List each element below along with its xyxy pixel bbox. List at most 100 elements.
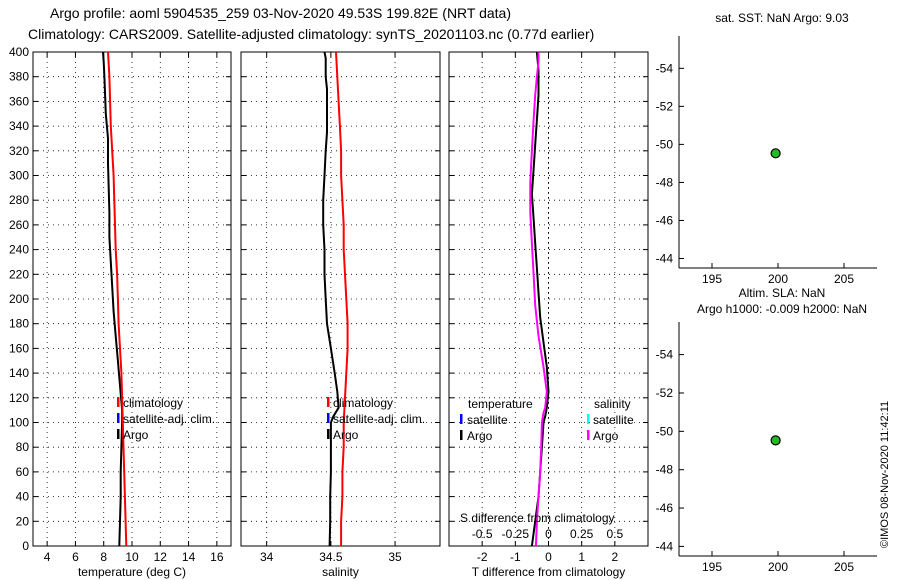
difference-xtick-label: 2 bbox=[611, 550, 618, 564]
legend-label: Argo bbox=[123, 428, 149, 442]
depth-tick-label: 280 bbox=[9, 193, 29, 207]
map_sst-title: sat. SST: NaN Argo: 9.03 bbox=[715, 11, 849, 25]
temperature-xtick-label: 8 bbox=[100, 550, 107, 564]
depth-tick-label: 300 bbox=[9, 169, 29, 183]
title-line-2: Climatology: CARS2009. Satellite-adjuste… bbox=[28, 26, 594, 42]
map_sla-ytick-label: -50 bbox=[656, 424, 674, 438]
legend-swatch bbox=[117, 429, 120, 439]
salinity-xtick-label: 34.5 bbox=[319, 550, 343, 564]
temperature-frame bbox=[32, 51, 232, 547]
map_sla-xtick-label: 195 bbox=[702, 560, 722, 574]
legend-swatch bbox=[587, 414, 590, 424]
map_sla-ytick-label: -46 bbox=[656, 501, 674, 515]
temperature-xtick-label: 4 bbox=[44, 550, 51, 564]
depth-tick-label: 320 bbox=[9, 144, 29, 158]
map_sst-ytick-label: -46 bbox=[656, 213, 674, 227]
s-xtick-label: -0.5 bbox=[472, 527, 493, 541]
s-xtick-label: 0.5 bbox=[606, 527, 623, 541]
temperature-xtick-label: 16 bbox=[210, 550, 224, 564]
temperature-xtick-label: 14 bbox=[182, 550, 196, 564]
map_sst-xtick-label: 205 bbox=[834, 272, 854, 286]
legend-label: Argo bbox=[593, 429, 619, 443]
temperature-xlabel: temperature (deg C) bbox=[78, 565, 186, 579]
map_sla-xtick-label: 200 bbox=[768, 560, 788, 574]
depth-tick-label: 380 bbox=[9, 70, 29, 84]
map_sla-title-2: Argo h1000: -0.009 h2000: NaN bbox=[697, 302, 867, 316]
depth-tick-label: 160 bbox=[9, 341, 29, 355]
salinity-xtick-label: 35 bbox=[388, 550, 402, 564]
depth-tick-label: 260 bbox=[9, 218, 29, 232]
legend-swatch bbox=[327, 397, 330, 407]
map-sst-panel: -44 -46 -48 -50 -52 -54 195 200 205 sat. SST: NaN… bbox=[656, 11, 877, 286]
legend-title-temperature: temperature bbox=[468, 397, 533, 411]
map_sla-ytick-label: -48 bbox=[656, 463, 674, 477]
map-sla-panel: -44 -46 -48 -50 -52 -54 195 200 205 Altim. SLA: N… bbox=[656, 286, 877, 574]
map_sla-xtick-label: 205 bbox=[834, 560, 854, 574]
map_sst-xtick-label: 200 bbox=[768, 272, 788, 286]
depth-tick-label: 340 bbox=[9, 119, 29, 133]
watermark: ©IMOS 08-Nov-2020 11:42:11 bbox=[879, 401, 891, 548]
difference-xtick-label: 0 bbox=[545, 550, 552, 564]
temperature-series-argo bbox=[102, 51, 124, 547]
depth-tick-label: 140 bbox=[9, 366, 29, 380]
salinity-series-argo bbox=[322, 51, 340, 547]
map_sst-argo-location-marker bbox=[770, 148, 781, 159]
salinity-series-climatology bbox=[335, 51, 349, 546]
depth-tick-label: 220 bbox=[9, 267, 29, 281]
legend-label: satellite bbox=[593, 413, 634, 427]
salinity-xlabel: salinity bbox=[322, 565, 359, 579]
temperature-series-climatology bbox=[107, 51, 128, 547]
map_sla-ytick-label: -52 bbox=[656, 386, 674, 400]
depth-tick-label: 240 bbox=[9, 243, 29, 257]
depth-tick-label: 60 bbox=[16, 465, 30, 479]
map_sla-title: Altim. SLA: NaN bbox=[739, 286, 826, 300]
legend-label: satellite bbox=[467, 413, 508, 427]
legend-label: satellite-adj. clim. bbox=[123, 412, 215, 426]
map_sla-argo-location-marker bbox=[770, 435, 781, 446]
difference-panel: -2 -1 0 1 2T difference from climatology temp… bbox=[448, 51, 649, 579]
depth-tick-label: 100 bbox=[9, 416, 29, 430]
legend-swatch bbox=[460, 430, 463, 440]
salinity-panel: 34 34.5 35 salinity climatology satellite-adj… bbox=[240, 51, 441, 579]
s-xtick-label: 0 bbox=[545, 527, 552, 541]
map_sla-ytick-label: -44 bbox=[656, 539, 674, 553]
difference-xtick-label: -1 bbox=[510, 550, 521, 564]
legend-label: Argo bbox=[333, 428, 359, 442]
difference-xtick-label: 1 bbox=[578, 550, 585, 564]
legend-swatch bbox=[327, 429, 330, 439]
depth-tick-label: 120 bbox=[9, 391, 29, 405]
map_sst-ytick-label: -52 bbox=[656, 99, 674, 113]
legend-label: climatology bbox=[333, 396, 393, 410]
s-xtick-label: 0.25 bbox=[570, 527, 594, 541]
depth-tick-label: 180 bbox=[9, 317, 29, 331]
title-line-1: Argo profile: aoml 5904535_259 03-Nov-20… bbox=[50, 5, 511, 21]
depth-tick-label: 400 bbox=[9, 45, 29, 59]
depth-tick-label: 20 bbox=[16, 514, 30, 528]
map_sla-ytick-label: -54 bbox=[656, 348, 674, 362]
legend-title-salinity: salinity bbox=[594, 397, 631, 411]
salinity-axis-label: S difference from climatology bbox=[460, 511, 615, 525]
temperature-xtick-label: 12 bbox=[154, 550, 168, 564]
legend-swatch bbox=[327, 413, 330, 423]
depth-tick-label: 360 bbox=[9, 94, 29, 108]
temperature-panel: 4 6 8 10 12 14 1602040608010012014016018020022… bbox=[9, 45, 232, 579]
depth-tick-label: 80 bbox=[16, 440, 30, 454]
legend-label: climatology bbox=[123, 396, 183, 410]
map_sst-xtick-label: 195 bbox=[702, 272, 722, 286]
depth-tick-label: 0 bbox=[22, 539, 29, 553]
map_sst-ytick-label: -48 bbox=[656, 175, 674, 189]
legend-label: satellite-adj. clim. bbox=[333, 412, 425, 426]
legend-swatch bbox=[117, 413, 120, 423]
depth-tick-label: 200 bbox=[9, 292, 29, 306]
map_sst-ytick-label: -54 bbox=[656, 61, 674, 75]
legend-swatch bbox=[460, 414, 463, 424]
legend-swatch bbox=[117, 397, 120, 407]
s-xtick-label: -0.25 bbox=[502, 527, 530, 541]
difference-series-s-argo bbox=[529, 52, 548, 547]
temperature-xtick-label: 10 bbox=[125, 550, 139, 564]
legend-swatch bbox=[587, 430, 590, 440]
map_sst-ytick-label: -50 bbox=[656, 137, 674, 151]
depth-tick-label: 40 bbox=[16, 490, 30, 504]
map_sst-ytick-label: -44 bbox=[656, 251, 674, 265]
